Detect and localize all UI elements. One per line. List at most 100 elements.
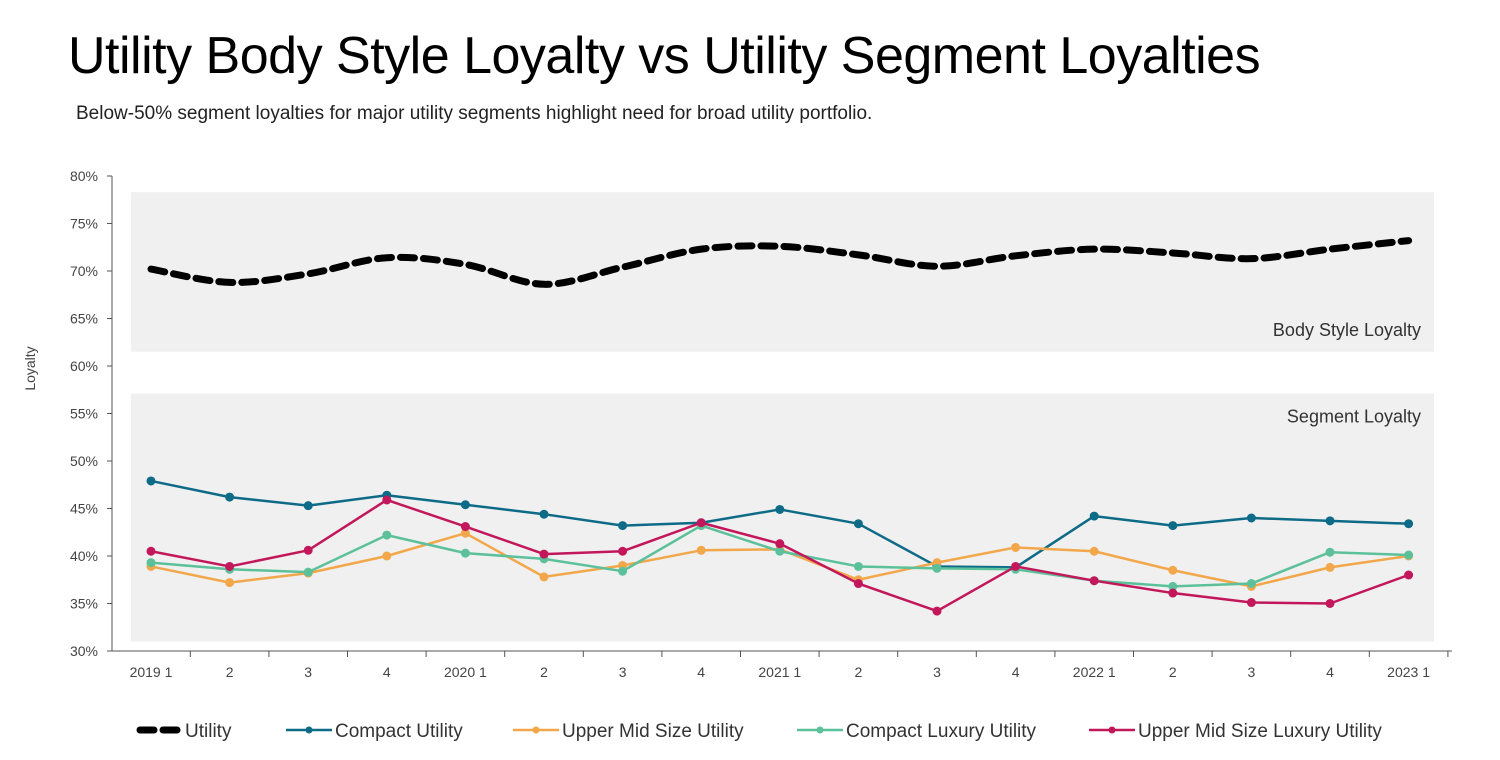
legend-label: Upper Mid Size Utility (562, 721, 744, 742)
data-point (1168, 521, 1178, 531)
x-tick-label: 2 (540, 664, 548, 680)
legend-item: Upper Mid Size Luxury Utility (1089, 721, 1382, 742)
data-point (1011, 542, 1021, 552)
data-point (775, 504, 785, 514)
x-ticks: 2019 1 2 3 4 2020 1 2 3 4 2021 1 2 3 4 2022 1 2 3 4 2023… (130, 651, 1449, 680)
data-point (775, 546, 785, 556)
legend-item: Compact Utility (286, 721, 463, 742)
data-point (303, 501, 313, 511)
data-point (853, 519, 863, 529)
data-point (1089, 546, 1099, 556)
series-utility (147, 237, 1413, 288)
y-ticks: 30% 35% 40% 45% 50% 55% 60% 65% 70% 75% 80% (70, 168, 112, 659)
band-label: Body Style Loyalty (1273, 320, 1421, 340)
data-point (618, 546, 628, 556)
legend-item: Upper Mid Size Utility (513, 721, 744, 742)
x-tick-label: 3 (304, 664, 312, 680)
data-point (1325, 547, 1335, 557)
y-tick-label: 55% (70, 406, 98, 422)
y-tick-label: 35% (70, 596, 98, 612)
x-tick-label: 2 (855, 664, 863, 680)
data-point (1246, 598, 1256, 608)
band-layer: Body Style Loyalty Segment Loyalty (131, 192, 1434, 642)
data-point (618, 566, 628, 576)
legend-marker (1108, 726, 1116, 734)
data-point (932, 563, 942, 573)
data-point (618, 521, 628, 531)
x-tick-label: 4 (697, 664, 705, 680)
data-point (1168, 565, 1178, 575)
y-tick-label: 45% (70, 501, 98, 517)
band-background (131, 393, 1434, 642)
series-line (147, 237, 1413, 288)
x-tick-label: 2019 1 (130, 664, 173, 680)
x-tick-label: 3 (1248, 664, 1256, 680)
data-point (1011, 561, 1021, 571)
page-title: Utility Body Style Loyalty vs Utility Se… (68, 27, 1261, 85)
data-point (1089, 511, 1099, 521)
legend-marker (816, 726, 824, 734)
data-point (539, 549, 549, 559)
y-tick-label: 70% (70, 263, 98, 279)
y-tick-label: 75% (70, 216, 98, 232)
x-tick-label: 2 (226, 664, 234, 680)
data-point (303, 545, 313, 555)
data-point (146, 546, 156, 556)
data-point (1404, 519, 1414, 529)
data-point (696, 518, 706, 528)
data-point (932, 606, 942, 616)
data-point (1168, 588, 1178, 598)
data-point (1089, 576, 1099, 586)
data-point (539, 509, 549, 519)
data-point (382, 495, 392, 505)
data-point (853, 561, 863, 571)
x-tick-label: 3 (619, 664, 627, 680)
data-point (1168, 581, 1178, 591)
x-tick-label: 2022 1 (1073, 664, 1116, 680)
data-point (460, 548, 470, 558)
legend-item: Utility (136, 721, 232, 742)
series-compact-utility (146, 476, 1414, 572)
data-point (225, 561, 235, 571)
y-tick-label: 40% (70, 548, 98, 564)
data-point (853, 579, 863, 589)
data-point (146, 558, 156, 568)
legend: Utility Compact Utility Upper Mid Size Uti… (136, 721, 1382, 742)
y-axis-label: Loyalty (22, 346, 38, 390)
data-point (225, 578, 235, 588)
legend-marker (305, 726, 313, 734)
data-point (1325, 599, 1335, 608)
data-point (225, 492, 235, 502)
data-point (460, 522, 470, 532)
x-tick-label: 4 (383, 664, 391, 680)
legend-marker (532, 726, 540, 734)
y-tick-label: 30% (70, 643, 98, 659)
y-tick-label: 60% (70, 358, 98, 374)
band-background (131, 192, 1434, 352)
data-point (1404, 550, 1414, 560)
data-point (382, 530, 392, 540)
series-layer (146, 237, 1414, 616)
data-point (1246, 579, 1256, 589)
data-point (1246, 513, 1256, 523)
data-point (146, 476, 156, 486)
x-tick-label: 4 (1012, 664, 1020, 680)
data-point (460, 500, 470, 510)
legend-label: Upper Mid Size Luxury Utility (1138, 721, 1382, 742)
y-tick-label: 65% (70, 311, 98, 327)
series-upper-mid-size-luxury-utility (146, 495, 1414, 616)
legend-item: Compact Luxury Utility (797, 721, 1037, 742)
x-tick-label: 2020 1 (444, 664, 487, 680)
y-tick-label: 80% (70, 168, 98, 184)
data-point (1325, 562, 1335, 572)
data-point (1325, 516, 1335, 526)
page-subtitle: Below-50% segment loyalties for major ut… (76, 103, 873, 124)
data-point (775, 539, 785, 549)
data-point (539, 572, 549, 582)
x-tick-label: 2 (1169, 664, 1177, 680)
data-point (460, 528, 470, 538)
legend-label: Utility (185, 721, 232, 742)
x-tick-label: 2021 1 (758, 664, 801, 680)
data-point (382, 551, 392, 561)
